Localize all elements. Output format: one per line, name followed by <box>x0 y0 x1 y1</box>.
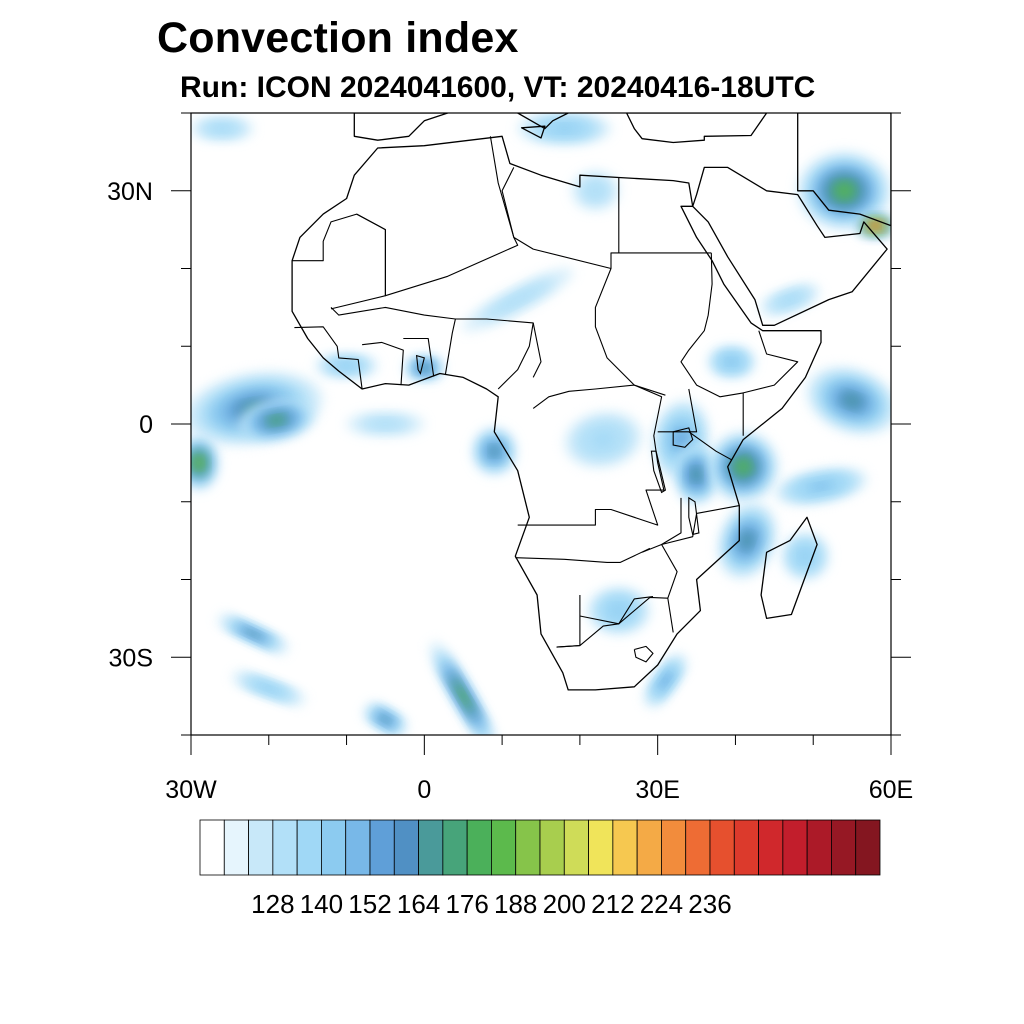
border-mauritania <box>292 213 386 310</box>
convection-level-4 <box>782 295 798 304</box>
convection-gulf-of-guinea <box>346 412 425 436</box>
convection-sahel-band <box>462 268 573 331</box>
convection-level-5 <box>340 363 353 369</box>
convection-botswana <box>587 587 650 634</box>
border-west-coast-states <box>294 326 363 390</box>
convection-west-africa-coast <box>315 354 378 378</box>
border-angola-namibia <box>515 547 651 563</box>
lon-label: 0 <box>417 776 431 804</box>
convection-level-5 <box>800 551 811 561</box>
border-ethiopia-somalia <box>742 330 799 436</box>
coastline-europe-south <box>353 113 449 141</box>
border-tanzania-border <box>657 431 732 461</box>
border-ghana-ivory <box>362 341 404 386</box>
convection-north-atlantic-top <box>191 116 254 141</box>
convection-level-12 <box>836 184 853 198</box>
convection-south-atlantic-streak-3 <box>232 672 306 705</box>
lake-lake-volta <box>415 354 425 375</box>
convection-level-5 <box>612 605 625 616</box>
convection-level-6 <box>813 483 829 490</box>
coastline-sicily <box>520 125 546 139</box>
convection-level-9 <box>742 534 752 547</box>
convection-level-3 <box>372 420 399 428</box>
lat-label: 30N <box>107 178 153 206</box>
lon-label: 60E <box>869 776 913 804</box>
convection-level-11 <box>270 416 283 424</box>
convection-level-25 <box>872 223 879 228</box>
convection-level-12 <box>457 687 469 706</box>
convection-level-9 <box>844 395 860 407</box>
border-togo-benin <box>403 337 435 377</box>
convection-level-7 <box>662 676 669 685</box>
convection-north-africa-band <box>572 171 619 211</box>
convection-level-10 <box>421 365 428 371</box>
convection-level-9 <box>381 716 389 723</box>
convection-cameroon-gabon <box>472 427 517 475</box>
lake-lake-tanganyika <box>650 450 667 494</box>
border-layer <box>292 136 799 663</box>
convection-natal-coast <box>645 654 686 707</box>
border-zambia-malawi <box>641 497 682 553</box>
axis-ticks: 30N 0 30S 30W 0 30E 60E <box>107 112 913 804</box>
convection-arabia-south <box>760 284 820 315</box>
convection-mediterranean <box>517 113 611 145</box>
convection-level-9 <box>490 447 498 456</box>
coastline-africa <box>291 135 822 691</box>
page-title: Convection index <box>157 14 519 62</box>
border-botswana-sa <box>579 596 654 625</box>
convection-south-atlantic-streak-4 <box>217 615 289 653</box>
border-sudan-ethiopia <box>680 252 744 398</box>
coastline-iran-coast <box>797 113 891 227</box>
convection-level-5 <box>261 685 277 692</box>
border-nigeria-cameroon <box>497 322 534 390</box>
convection-persian-gulf <box>797 151 891 230</box>
convection-layer <box>191 113 891 735</box>
lon-label: 30W <box>165 776 217 804</box>
convection-tanzania <box>674 444 719 505</box>
convection-level-3 <box>499 289 537 311</box>
lon-label: 30E <box>635 776 679 804</box>
convection-iran-core <box>856 214 891 238</box>
convection-congo-basin <box>564 411 642 468</box>
convection-level-12 <box>737 460 750 473</box>
convection-kenya-coast <box>708 431 779 502</box>
convection-atlantic-itcz-core <box>238 399 316 441</box>
convection-mozambique-channel <box>718 502 776 579</box>
convection-level-7 <box>676 433 686 446</box>
convection-level-13 <box>195 458 203 468</box>
convection-south-atlantic-streak-2 <box>364 704 407 735</box>
border-kenya-uganda <box>688 388 698 433</box>
coastline-arabia <box>692 166 888 326</box>
convection-level-4 <box>214 125 230 132</box>
convection-level-9 <box>247 630 260 638</box>
coastline-madagascar <box>760 516 818 620</box>
convection-level-6 <box>727 359 736 365</box>
lat-label: 0 <box>139 411 153 439</box>
convection-madagascar-east <box>782 532 829 580</box>
convection-ethiopia <box>708 346 755 378</box>
border-nigeria <box>444 318 456 376</box>
convection-indian-ocean <box>774 468 868 504</box>
border-libya-border <box>501 167 620 270</box>
coastline-turkey <box>625 113 768 144</box>
lake-lake-victoria <box>672 427 694 448</box>
convection-level-5 <box>555 125 574 132</box>
border-congo-central <box>517 384 665 526</box>
convection-atlantic-far-west <box>191 435 219 491</box>
lat-label: 30S <box>109 644 153 672</box>
convection-somalia-sea <box>806 367 891 434</box>
convection-level-10 <box>692 469 701 480</box>
coastline-layer <box>291 113 891 691</box>
border-lesotho <box>633 645 654 663</box>
convection-level-3 <box>587 184 604 198</box>
convection-south-atlantic-streak <box>430 641 496 735</box>
border-south-africa-north <box>556 596 668 648</box>
coastline-italy-greece <box>517 113 569 130</box>
convection-level-4 <box>593 432 613 447</box>
page-subtitle: Run: ICON 2024041600, VT: 20240416-18UTC <box>180 71 816 104</box>
lake-lake-malawi <box>688 496 700 536</box>
